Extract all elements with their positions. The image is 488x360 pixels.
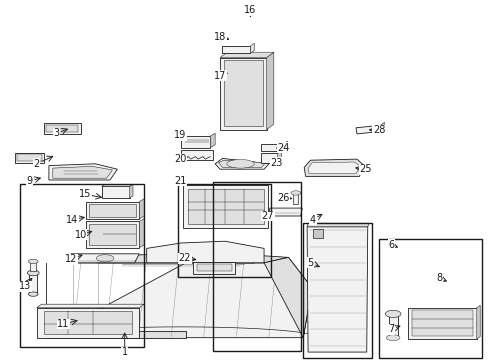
Polygon shape — [307, 162, 360, 174]
Polygon shape — [215, 158, 268, 169]
Polygon shape — [411, 310, 472, 336]
Polygon shape — [15, 153, 44, 163]
Text: 17: 17 — [213, 71, 226, 81]
Polygon shape — [89, 204, 136, 217]
Polygon shape — [49, 164, 117, 180]
Text: 5: 5 — [307, 258, 313, 268]
Polygon shape — [266, 52, 273, 130]
Polygon shape — [224, 60, 263, 126]
Polygon shape — [85, 202, 139, 219]
Polygon shape — [183, 185, 267, 228]
Text: 3: 3 — [53, 128, 59, 138]
Polygon shape — [17, 154, 41, 161]
Polygon shape — [129, 184, 133, 198]
Polygon shape — [181, 136, 210, 148]
Ellipse shape — [290, 191, 300, 195]
Text: 7: 7 — [387, 324, 393, 334]
Polygon shape — [218, 160, 265, 167]
Text: 23: 23 — [269, 158, 282, 168]
Polygon shape — [312, 229, 322, 238]
Text: 28: 28 — [372, 125, 385, 135]
Text: 19: 19 — [173, 130, 186, 140]
Polygon shape — [407, 308, 476, 339]
Polygon shape — [476, 305, 479, 339]
Text: 14: 14 — [66, 215, 79, 225]
Polygon shape — [380, 122, 385, 131]
Polygon shape — [102, 184, 133, 186]
Text: 11: 11 — [57, 319, 70, 329]
Text: 25: 25 — [359, 164, 371, 174]
Text: 13: 13 — [19, 281, 32, 291]
Polygon shape — [306, 227, 367, 352]
Text: 1: 1 — [122, 347, 127, 357]
Polygon shape — [264, 257, 311, 338]
Ellipse shape — [96, 255, 114, 262]
Polygon shape — [267, 208, 302, 216]
Polygon shape — [260, 144, 283, 151]
Ellipse shape — [28, 292, 38, 296]
Polygon shape — [37, 308, 139, 338]
Text: 8: 8 — [435, 273, 441, 283]
Ellipse shape — [27, 270, 39, 276]
Ellipse shape — [386, 335, 399, 341]
Bar — [303, 223, 371, 358]
Bar — [388, 315, 397, 338]
Polygon shape — [193, 262, 234, 274]
Ellipse shape — [28, 259, 38, 264]
Polygon shape — [188, 189, 264, 224]
Text: 26: 26 — [277, 193, 289, 203]
Polygon shape — [250, 43, 254, 53]
Polygon shape — [304, 159, 364, 176]
Polygon shape — [181, 150, 212, 160]
Polygon shape — [44, 123, 81, 134]
Polygon shape — [146, 241, 264, 263]
Polygon shape — [139, 199, 144, 219]
Text: 24: 24 — [277, 143, 289, 153]
Polygon shape — [220, 58, 266, 130]
Polygon shape — [53, 166, 112, 178]
Text: 4: 4 — [309, 215, 315, 225]
Polygon shape — [196, 264, 231, 271]
Polygon shape — [355, 125, 381, 134]
Polygon shape — [89, 224, 136, 245]
Bar — [178, 184, 271, 277]
Polygon shape — [306, 223, 368, 227]
Polygon shape — [220, 52, 273, 58]
Polygon shape — [46, 331, 185, 338]
Polygon shape — [44, 311, 132, 334]
Ellipse shape — [226, 159, 254, 168]
Bar — [29, 274, 37, 293]
Polygon shape — [85, 221, 139, 248]
Bar — [20, 184, 144, 347]
Text: 18: 18 — [213, 32, 226, 42]
Bar — [212, 182, 300, 351]
Text: 22: 22 — [178, 253, 191, 264]
Polygon shape — [210, 133, 215, 148]
Ellipse shape — [385, 310, 400, 318]
Polygon shape — [83, 252, 288, 263]
Text: 27: 27 — [261, 211, 274, 221]
Polygon shape — [46, 125, 78, 132]
Text: 6: 6 — [387, 240, 393, 250]
Polygon shape — [283, 141, 287, 151]
Polygon shape — [221, 46, 250, 53]
Polygon shape — [71, 254, 139, 263]
Text: 21: 21 — [173, 176, 186, 186]
Polygon shape — [260, 153, 277, 163]
Polygon shape — [139, 219, 144, 248]
Text: 2: 2 — [34, 159, 40, 169]
Polygon shape — [102, 186, 129, 198]
Text: 10: 10 — [74, 230, 87, 240]
Bar — [293, 194, 298, 204]
Polygon shape — [37, 304, 144, 308]
Text: 16: 16 — [244, 5, 256, 15]
Text: 15: 15 — [79, 189, 92, 199]
Bar — [30, 262, 36, 271]
Text: 20: 20 — [173, 154, 186, 164]
Text: 9: 9 — [26, 176, 32, 186]
Text: 12: 12 — [64, 254, 77, 264]
Polygon shape — [46, 257, 311, 338]
Polygon shape — [277, 150, 281, 163]
Bar — [378, 239, 481, 358]
